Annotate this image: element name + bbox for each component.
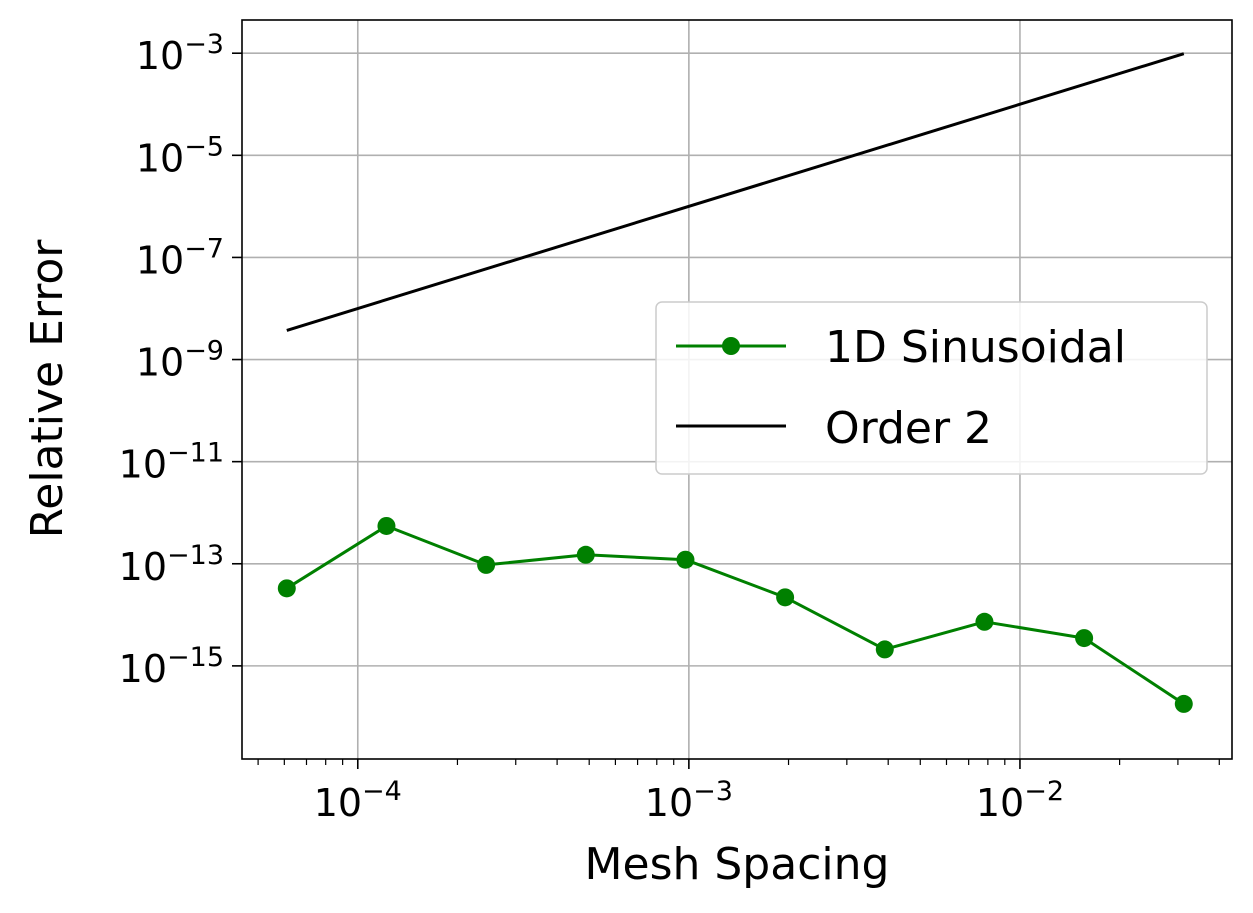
- legend: 1D Sinusoidal Order 2: [655, 301, 1208, 475]
- series-line-1: [286, 524, 1185, 706]
- y-tick-label: 10−5: [136, 131, 224, 180]
- plot-frame: [241, 19, 1233, 760]
- legend-label-series-1: 1D Sinusoidal: [825, 322, 1126, 373]
- series-1-point: [975, 612, 994, 631]
- series-1-point: [477, 555, 496, 574]
- y-tick-labels: 10−15 10−13 10−11 10−9 10−7 10−5 10−3: [119, 29, 224, 691]
- y-tick-label: 10−13: [119, 540, 224, 589]
- y-axis-title: Relative Error: [22, 239, 73, 539]
- series-1-point: [1174, 694, 1193, 713]
- series-1-point: [776, 588, 795, 607]
- series-1-point: [576, 545, 595, 564]
- legend-marker-series-1: [722, 337, 740, 355]
- series-layer: [277, 52, 1193, 713]
- y-tick-label: 10−11: [119, 438, 224, 487]
- y-tick-label: 10−3: [136, 29, 224, 78]
- series-1-point: [1075, 629, 1094, 648]
- x-axis-title: Mesh Spacing: [585, 839, 890, 890]
- legend-box: [655, 301, 1208, 475]
- y-tick-label: 10−15: [119, 642, 224, 691]
- x-tick-label: 10−3: [645, 776, 733, 825]
- x-tick-label: 10−2: [976, 776, 1064, 825]
- x-tick-label: 10−4: [314, 776, 402, 825]
- series-1-point: [875, 640, 894, 659]
- minor-ticks: [257, 759, 1220, 765]
- major-ticks: [232, 52, 1021, 769]
- x-tick-labels: 10−4 10−3 10−2: [314, 776, 1064, 825]
- series-1-point: [377, 516, 396, 535]
- series-1-point: [277, 579, 296, 598]
- y-tick-label: 10−9: [136, 336, 224, 385]
- legend-label-series-2: Order 2: [825, 403, 992, 454]
- series-1-point: [676, 550, 695, 569]
- y-tick-label: 10−7: [136, 233, 224, 282]
- series-line-2: [286, 52, 1185, 332]
